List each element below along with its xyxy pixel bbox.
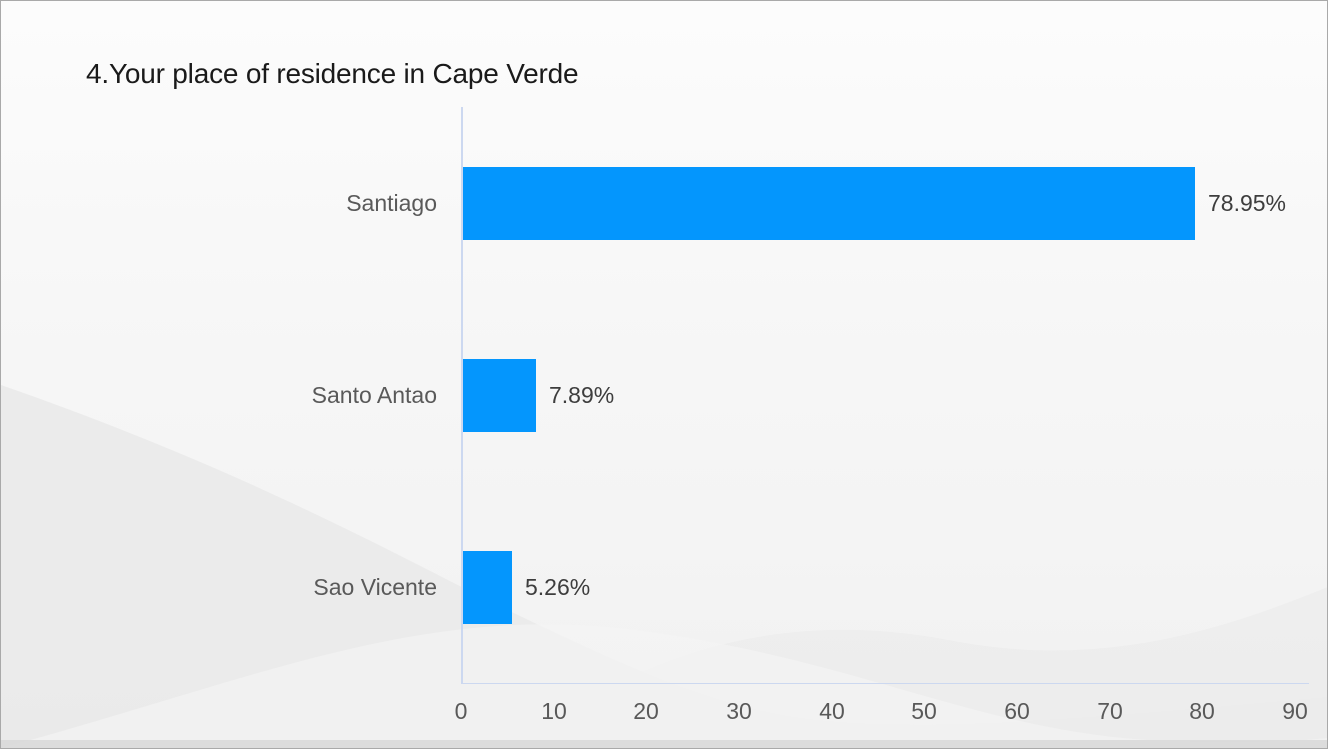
x-tick-label: 60 (1004, 698, 1030, 724)
category-label: Santo Antao (311, 382, 437, 408)
x-tick-label: 50 (911, 698, 937, 724)
category-label: Sao Vicente (313, 574, 437, 600)
value-label: 5.26% (525, 574, 591, 600)
x-tick-label: 30 (726, 698, 752, 724)
x-tick-label: 20 (633, 698, 659, 724)
x-tick-label: 70 (1097, 698, 1123, 724)
x-tick-label: 0 (454, 698, 468, 724)
x-axis-line (461, 683, 1309, 684)
x-tick-label: 80 (1189, 698, 1215, 724)
chart-title: 4.Your place of residence in Cape Verde (86, 58, 579, 89)
category-label: Santiago (346, 190, 437, 216)
y-axis-line (461, 107, 463, 683)
value-label: 7.89% (549, 382, 615, 408)
bar-santiago (463, 167, 1195, 240)
x-tick-label: 10 (541, 698, 567, 724)
value-label: 78.95% (1208, 190, 1287, 216)
x-tick-label: 90 (1282, 698, 1308, 724)
bar-sao-vicente (463, 551, 512, 624)
bar-santo-antao (463, 359, 536, 432)
x-tick-label: 40 (819, 698, 845, 724)
